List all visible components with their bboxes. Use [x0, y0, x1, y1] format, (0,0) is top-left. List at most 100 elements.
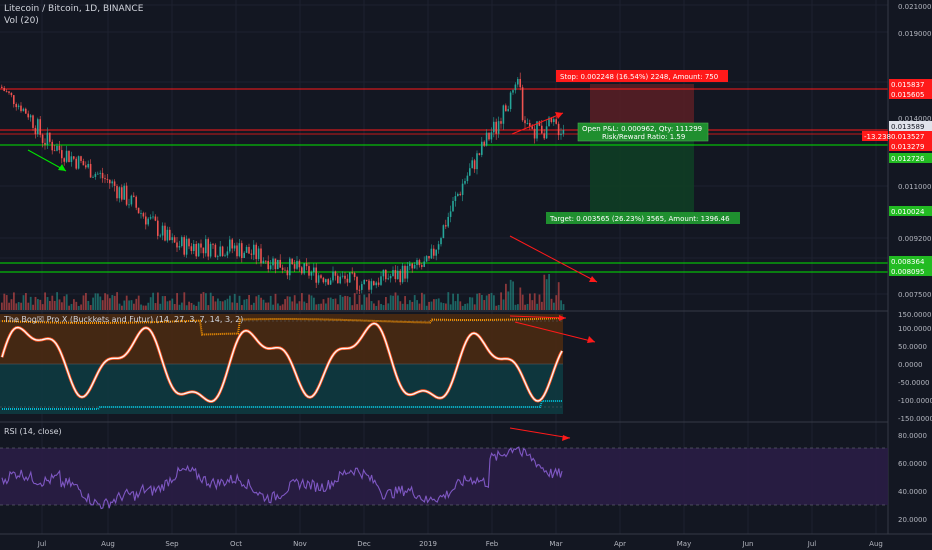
volume-bar: [250, 304, 253, 310]
volume-bar: [123, 300, 126, 310]
candle: [423, 261, 425, 267]
volume-bar: [377, 300, 380, 310]
volume-bar: [193, 304, 195, 310]
candle: [173, 237, 176, 243]
volume-bar: [101, 300, 104, 310]
candle: [502, 105, 505, 124]
candle: [205, 239, 207, 254]
trend-arrows: [27, 112, 598, 441]
candle: [41, 134, 44, 143]
volume-bar: [17, 302, 20, 310]
volume-bar: [44, 292, 46, 310]
candle: [5, 90, 8, 92]
volume-bar: [445, 303, 447, 310]
candle: [514, 84, 517, 91]
candle: [476, 153, 478, 170]
candle: [152, 216, 154, 218]
candle: [442, 225, 445, 239]
time-tick: 2019: [419, 540, 437, 548]
position-labels[interactable]: Stop: 0.002248 (16.54%) 2248, Amount: 75…: [546, 70, 740, 224]
volume-bar: [353, 293, 356, 310]
volume-bar: [495, 305, 498, 310]
candle: [253, 244, 255, 255]
volume-bar: [521, 294, 524, 310]
candle: [382, 269, 385, 277]
candle: [68, 150, 70, 162]
volume-bar: [289, 296, 291, 310]
volume-bar: [37, 299, 39, 310]
candle: [550, 117, 553, 123]
candle: [80, 156, 82, 161]
volume-bar: [562, 304, 565, 310]
candlestick-series: [1, 72, 565, 294]
volume-bar: [236, 302, 238, 310]
volume-bar: [274, 293, 277, 310]
volume-bar: [485, 295, 488, 310]
osc-tick: 0.0000: [898, 361, 923, 369]
price-tags: 0.015837 0.015605 0.013589 0.013527 0.013279…: [889, 79, 932, 276]
candle: [464, 181, 466, 184]
volume-bar: [63, 296, 66, 310]
candle: [123, 185, 125, 200]
candle: [257, 248, 260, 260]
volume-bar: [277, 303, 279, 310]
candle: [169, 229, 171, 241]
candle: [411, 263, 413, 269]
volume-bar: [358, 294, 361, 310]
volume-bar: [375, 305, 378, 310]
candle: [250, 253, 253, 255]
volume-bar: [401, 303, 404, 310]
candle: [399, 270, 401, 283]
candle: [29, 115, 32, 118]
volume-bar: [195, 305, 198, 310]
volume-bar: [284, 299, 286, 310]
volume-bar: [113, 295, 116, 310]
candle: [329, 280, 332, 285]
volume-bar: [433, 299, 435, 310]
volume-bar: [154, 303, 157, 310]
candle: [521, 87, 524, 121]
volume-bar: [41, 304, 44, 310]
volume-bar: [137, 295, 140, 310]
volume-bar: [92, 297, 94, 310]
volume-bar: [505, 283, 507, 310]
volume-bar: [125, 295, 128, 310]
volume-bar: [308, 294, 310, 310]
candle: [214, 244, 217, 258]
candle: [260, 248, 262, 264]
volume-bar: [325, 303, 327, 310]
candle: [65, 150, 68, 162]
bogx-oscillator: [0, 314, 564, 414]
volume-bar: [315, 304, 318, 310]
volume-bar: [305, 303, 308, 310]
candle: [529, 123, 531, 127]
volume-bar: [529, 293, 531, 310]
volume-bar: [152, 292, 154, 310]
volume-bar: [214, 301, 217, 310]
volume-bar: [97, 293, 99, 310]
volume-bar: [296, 303, 298, 310]
volume-bar: [560, 300, 562, 310]
volume-bar: [442, 303, 445, 310]
volume-bar: [128, 300, 130, 310]
candle: [101, 172, 104, 179]
candle: [289, 258, 291, 276]
candle: [193, 243, 195, 252]
candle: [94, 173, 97, 177]
volume-bar: [27, 302, 30, 310]
volume-bar: [430, 301, 433, 310]
volume-bar: [257, 294, 260, 310]
candle: [39, 119, 41, 135]
candle: [301, 267, 303, 274]
volume-bar: [226, 298, 229, 310]
candle: [171, 237, 173, 241]
candle: [421, 265, 423, 267]
time-tick: Aug: [101, 540, 115, 548]
osc-tick: 50.0000: [898, 343, 927, 351]
volume-bar: [286, 296, 289, 310]
volume-bar: [545, 279, 548, 310]
candle: [87, 163, 89, 168]
volume-bar: [1, 302, 3, 310]
candle: [394, 270, 397, 279]
